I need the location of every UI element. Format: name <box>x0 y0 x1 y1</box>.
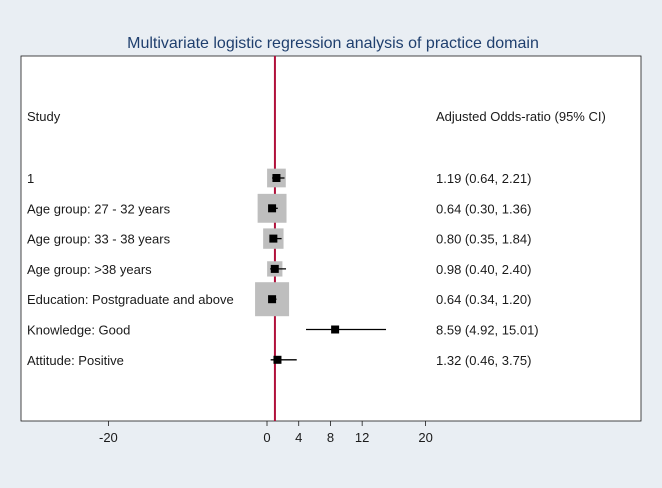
point-estimate <box>268 295 277 304</box>
row-ci-text: 1.32 (0.46, 3.75) <box>436 353 531 368</box>
x-tick-label: 12 <box>355 430 369 445</box>
row-label: Age group: 27 - 32 years <box>27 201 171 216</box>
row-label: Age group: >38 years <box>27 262 152 277</box>
x-tick-label: 8 <box>327 430 334 445</box>
point-estimate <box>272 174 281 182</box>
rows-layer: 1 1.19 (0.64, 2.21) Age group: 27 - 32 yea… <box>27 56 539 421</box>
x-tick-label: 0 <box>263 430 270 445</box>
row-ci-text: 0.80 (0.35, 1.84) <box>436 232 531 247</box>
point-estimate <box>269 234 278 243</box>
row-ci-text: 0.98 (0.40, 2.40) <box>436 262 531 277</box>
header-ci: Adjusted Odds-ratio (95% CI) <box>436 109 606 124</box>
forest-row: Age group: >38 years 0.98 (0.40, 2.40) <box>27 261 531 277</box>
forest-row: 1 1.19 (0.64, 2.21) <box>27 168 531 188</box>
forest-row: Age group: 33 - 38 years 0.80 (0.35, 1.84… <box>27 228 531 249</box>
point-estimate <box>331 325 340 334</box>
row-label: Age group: 33 - 38 years <box>27 232 171 247</box>
row-label: Knowledge: Good <box>27 323 130 338</box>
chart-title: Multivariate logistic regression analysi… <box>127 35 539 52</box>
row-ci-text: 8.59 (4.92, 15.01) <box>436 323 539 338</box>
header-study: Study <box>27 109 61 124</box>
point-estimate <box>268 204 277 213</box>
row-label: 1 <box>27 171 34 186</box>
x-tick-label: 20 <box>418 430 432 445</box>
row-label: Attitude: Positive <box>27 353 124 368</box>
point-estimate <box>270 264 279 273</box>
row-label: Education: Postgraduate and above <box>27 292 234 307</box>
x-tick-label: -20 <box>99 430 118 445</box>
forest-row: Education: Postgraduate and above 0.64 (0… <box>27 282 531 317</box>
row-ci-text: 0.64 (0.30, 1.36) <box>436 201 531 216</box>
point-estimate <box>273 355 282 364</box>
row-ci-text: 1.19 (0.64, 2.21) <box>436 171 531 186</box>
plot-panel <box>20 55 642 422</box>
forest-row: Attitude: Positive 1.32 (0.46, 3.75) <box>27 353 531 368</box>
row-ci-text: 0.64 (0.34, 1.20) <box>436 292 531 307</box>
x-axis: -20 0 4 8 12 20 <box>99 421 433 445</box>
x-tick-label: 4 <box>295 430 302 445</box>
forest-row: Age group: 27 - 32 years 0.64 (0.30, 1.36… <box>27 193 531 223</box>
forest-row: Knowledge: Good 8.59 (4.92, 15.01) <box>27 323 539 338</box>
